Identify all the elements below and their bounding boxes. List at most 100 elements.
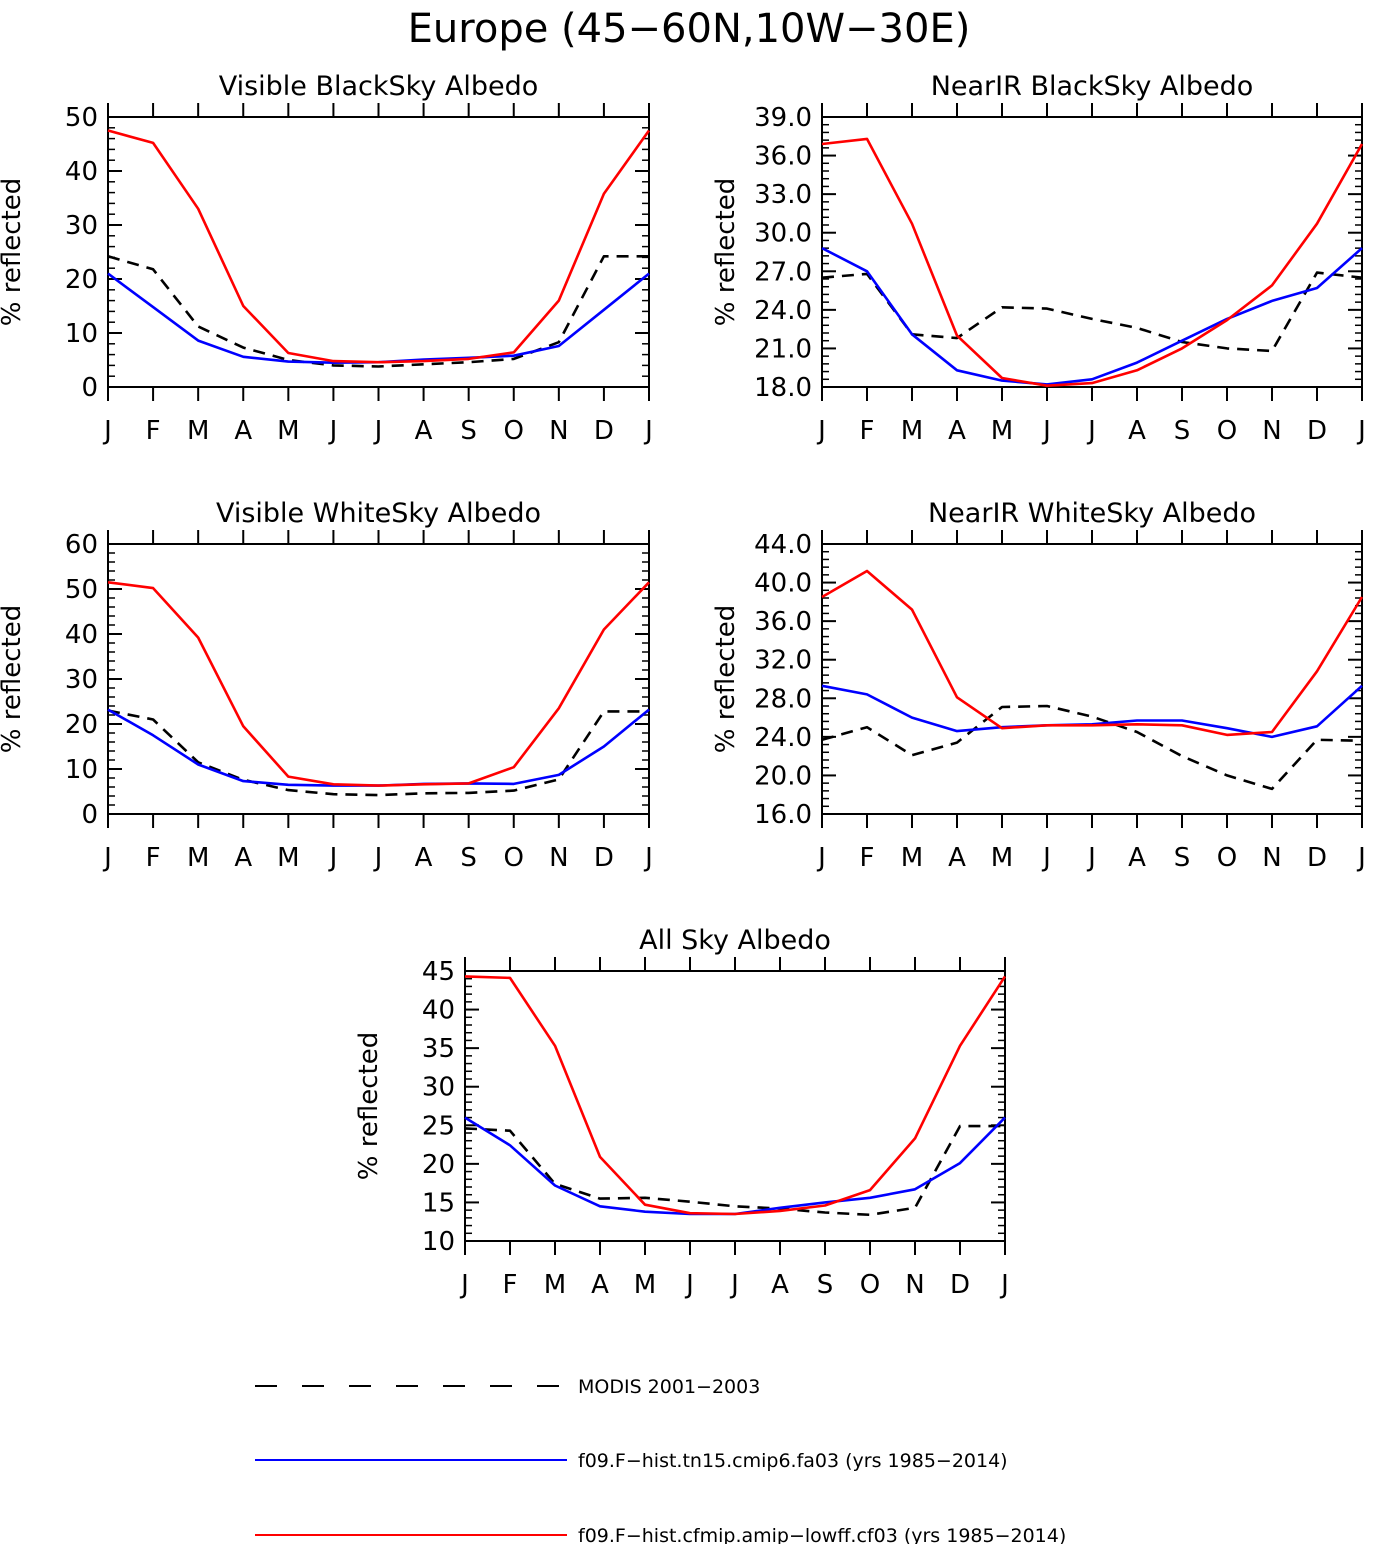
x-tick-label: D (1307, 843, 1327, 873)
y-tick-label: 45 (422, 957, 455, 987)
x-tick-label: J (459, 1270, 469, 1300)
x-tick-label: N (549, 843, 568, 873)
x-tick-label: M (634, 1270, 656, 1300)
panel-title: All Sky Albedo (639, 925, 831, 956)
y-tick-label: 39.0 (754, 103, 812, 133)
plot-frame (464, 970, 1006, 1242)
series-line-fa03 (821, 684, 1363, 739)
x-tick-label: S (1174, 416, 1191, 446)
y-tick-label: 24.0 (754, 723, 812, 753)
x-tick-label: A (234, 843, 252, 873)
y-tick-label: 40 (65, 157, 98, 187)
x-tick-label: S (1174, 843, 1191, 873)
x-tick-label: S (817, 1270, 834, 1300)
x-tick-label: A (415, 843, 433, 873)
x-tick-label: M (991, 416, 1013, 446)
x-tick-label: N (1262, 416, 1281, 446)
y-tick-label: 28.0 (754, 684, 812, 714)
y-axis-label: % reflected (0, 178, 27, 326)
y-tick-label: 20.0 (754, 761, 812, 791)
x-tick-label: F (503, 1270, 518, 1300)
x-tick-label: F (860, 843, 875, 873)
x-tick-label: F (146, 416, 161, 446)
x-tick-label: J (684, 1270, 694, 1300)
panel-title: Visible WhiteSky Albedo (216, 498, 541, 529)
y-tick-label: 30 (65, 211, 98, 241)
x-tick-label: A (415, 416, 433, 446)
series-line-fa03 (464, 1116, 1006, 1216)
y-tick-label: 36.0 (754, 142, 812, 172)
y-tick-label: 30 (422, 1073, 455, 1103)
x-tick-label: M (901, 416, 923, 446)
x-tick-label: J (328, 843, 338, 873)
plot-frame (107, 116, 650, 388)
x-tick-label: D (1307, 416, 1327, 446)
x-tick-label: F (860, 416, 875, 446)
x-tick-label: J (1356, 416, 1366, 446)
series-line-modis (821, 704, 1363, 791)
y-tick-label: 30.0 (754, 219, 812, 249)
legend: MODIS 2001−2003 f09.F−hist.tn15.cmip6.fa0… (255, 1376, 1066, 1544)
plot-frame (821, 543, 1363, 815)
y-tick-label: 40 (65, 620, 98, 650)
series-line-cf03 (107, 129, 651, 364)
panel-title: Visible BlackSky Albedo (219, 71, 539, 102)
y-tick-label: 15 (422, 1188, 455, 1218)
x-tick-label: O (1217, 416, 1237, 446)
y-tick-label: 35 (422, 1034, 455, 1064)
x-tick-label: J (1086, 416, 1096, 446)
series-line-modis (107, 709, 649, 797)
x-tick-label: N (905, 1270, 924, 1300)
y-tick-label: 10 (422, 1227, 455, 1257)
y-tick-label: 0 (81, 373, 98, 403)
x-tick-label: J (643, 416, 653, 446)
legend-label: f09.F−hist.cfmip.amip−lowff.cf03 (yrs 19… (578, 1525, 1066, 1544)
x-tick-label: O (504, 843, 524, 873)
series-line-modis (464, 1124, 1005, 1217)
series-line-fa03 (107, 272, 650, 365)
y-axis-label: % reflected (0, 605, 27, 753)
y-tick-label: 24.0 (754, 296, 812, 326)
y-tick-label: 20 (65, 710, 98, 740)
y-tick-label: 40 (422, 996, 455, 1026)
x-tick-label: N (549, 416, 568, 446)
series-line-fa03 (107, 708, 650, 787)
x-tick-label: M (901, 843, 923, 873)
x-tick-label: M (991, 843, 1013, 873)
panel-title: NearIR WhiteSky Albedo (928, 498, 1256, 529)
legend-label: f09.F−hist.tn15.cmip6.fa03 (yrs 1985−201… (578, 1450, 1008, 1472)
legend-label: MODIS 2001−2003 (578, 1376, 760, 1398)
series-line-modis (821, 271, 1363, 353)
y-tick-label: 32.0 (754, 646, 812, 676)
y-tick-label: 50 (65, 575, 98, 605)
y-tick-label: 10 (65, 755, 98, 785)
y-tick-label: 36.0 (754, 607, 812, 637)
y-axis-label: % reflected (711, 178, 741, 326)
x-tick-label: J (373, 416, 383, 446)
x-tick-label: M (277, 843, 299, 873)
x-tick-label: J (102, 843, 112, 873)
x-tick-label: J (816, 843, 826, 873)
x-tick-label: A (234, 416, 252, 446)
panel-title: NearIR BlackSky Albedo (931, 71, 1254, 102)
y-tick-label: 0 (81, 800, 98, 830)
y-tick-label: 25 (422, 1111, 455, 1141)
y-axis-label: % reflected (354, 1032, 384, 1180)
x-tick-label: J (1086, 843, 1096, 873)
x-tick-label: M (187, 843, 209, 873)
y-tick-label: 44.0 (754, 530, 812, 560)
series-line-cf03 (821, 137, 1364, 388)
x-tick-label: M (277, 416, 299, 446)
x-tick-label: A (771, 1270, 789, 1300)
series-line-cf03 (821, 569, 1364, 737)
x-tick-label: J (328, 416, 338, 446)
y-tick-label: 40.0 (754, 569, 812, 599)
x-tick-label: O (860, 1270, 880, 1300)
x-tick-label: O (1217, 843, 1237, 873)
x-tick-label: A (591, 1270, 609, 1300)
